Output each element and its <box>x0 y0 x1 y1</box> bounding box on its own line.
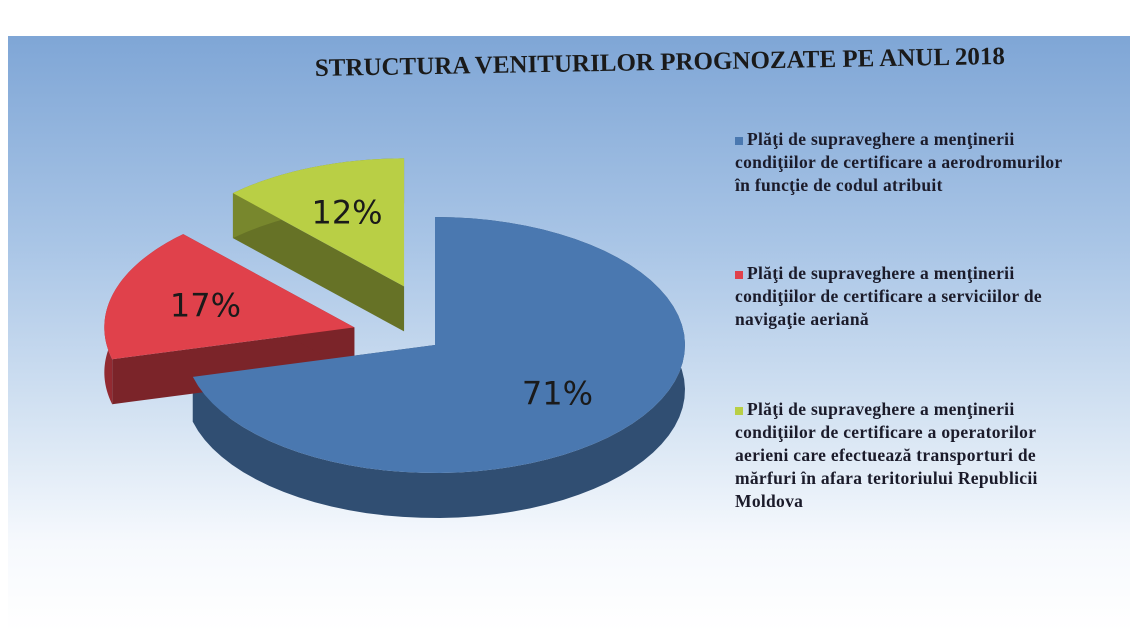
legend-entry: Plăţi de supraveghere a menţinerii condi… <box>735 262 1080 331</box>
data-label: 17% <box>170 286 241 324</box>
chart-title: STRUCTURA VENITURILOR PROGNOZATE PE ANUL… <box>315 43 1006 82</box>
legend-label: Plăţi de supraveghere a menţinerii condi… <box>735 129 1062 195</box>
legend-label: Plăţi de supraveghere a menţinerii condi… <box>735 399 1038 511</box>
legend-marker <box>735 137 743 145</box>
legend-marker <box>735 407 743 415</box>
legend-marker <box>735 271 743 279</box>
page: STRUCTURA VENITURILOR PROGNOZATE PE ANUL… <box>0 0 1136 632</box>
legend-entry: Plăţi de supraveghere a menţinerii condi… <box>735 128 1080 197</box>
legend-entry: Plăţi de supraveghere a menţinerii condi… <box>735 398 1080 513</box>
data-label: 71% <box>522 375 593 413</box>
legend-label: Plăţi de supraveghere a menţinerii condi… <box>735 263 1042 329</box>
data-label: 12% <box>311 194 382 232</box>
